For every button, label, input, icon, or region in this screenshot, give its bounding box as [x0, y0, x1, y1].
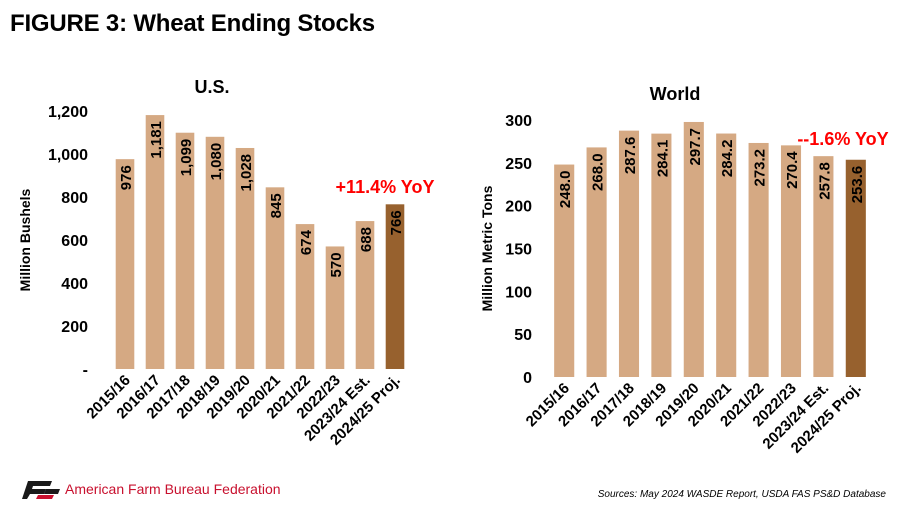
bar: [780, 145, 802, 377]
bar-value-label: 270.4: [784, 151, 801, 189]
bar: [813, 156, 834, 377]
y-axis-label: Million Bushels: [17, 188, 33, 291]
bar: [355, 221, 375, 369]
bar: [716, 133, 737, 377]
bar: [115, 159, 135, 369]
yoy-annotation: +11.4% YoY: [336, 177, 435, 197]
bar-value-label: 253.6: [849, 166, 866, 204]
bar: [748, 142, 769, 377]
bar-value-label: 248.0: [557, 171, 574, 209]
y-axis-label: Million Metric Tons: [479, 185, 495, 311]
bar: [175, 132, 195, 369]
bar-value-label: 284.2: [719, 140, 736, 178]
y-tick-label: 50: [514, 327, 532, 344]
bar-value-label: 268.0: [590, 153, 607, 191]
chart-title: U.S.: [194, 77, 229, 97]
y-tick-label: 1,200: [48, 104, 88, 121]
bar: [265, 187, 285, 369]
figure-title: FIGURE 3: Wheat Ending Stocks: [10, 10, 375, 37]
y-tick-label: 800: [61, 190, 88, 207]
bar: [385, 204, 405, 369]
bar: [683, 121, 704, 377]
bar-value-label: 284.1: [654, 140, 671, 178]
bar-value-label: 688: [358, 227, 375, 252]
bar-value-label: 287.6: [622, 137, 639, 175]
y-tick-label: 200: [61, 319, 88, 336]
bar: [325, 246, 345, 369]
y-tick-label: 400: [61, 276, 88, 293]
chart-title: World: [650, 84, 701, 104]
y-tick-label: 300: [505, 113, 532, 130]
bar: [554, 164, 575, 377]
yoy-annotation: --1.6% YoY: [797, 129, 888, 149]
y-tick-label: 250: [505, 156, 532, 173]
bar-value-label: 1,080: [208, 143, 225, 181]
y-tick-label: 600: [61, 233, 88, 250]
y-tick-label: -: [83, 362, 88, 379]
y-tick-label: 150: [505, 242, 532, 259]
bar-value-label: 976: [118, 165, 135, 190]
bar-value-label: 257.8: [816, 162, 833, 200]
bar: [205, 136, 225, 369]
bar: [295, 224, 315, 369]
bar: [145, 115, 165, 370]
bar-value-label: 1,181: [148, 121, 165, 159]
world-chart: World Million Metric Tons 0 50 100 150 200 250 3…: [479, 84, 889, 457]
bar-value-label: 1,099: [178, 139, 195, 177]
bar-value-label: 1,028: [238, 154, 255, 192]
source-note: Sources: May 2024 WASDE Report, USDA FAS…: [597, 489, 886, 500]
bar: [586, 147, 607, 377]
y-tick-label: 200: [505, 199, 532, 216]
organization-name: American Farm Bureau Federation: [65, 481, 281, 497]
bar-value-label: 766: [388, 210, 405, 235]
y-tick-label: 0: [523, 370, 532, 387]
bar-value-label: 273.2: [752, 149, 769, 187]
y-tick-label: 1,000: [48, 147, 88, 164]
bar-value-label: 674: [298, 229, 315, 255]
bar: [618, 130, 640, 377]
bar: [651, 133, 672, 377]
bar-value-label: 570: [328, 252, 345, 277]
y-tick-label: 100: [505, 284, 532, 301]
bar: [845, 159, 866, 377]
afbf-logo-icon: [22, 481, 60, 499]
bar: [235, 147, 255, 369]
bar-value-label: 845: [268, 193, 285, 218]
bar-value-label: 297.7: [687, 128, 704, 166]
us-chart: U.S. Million Bushels - 200 400 600 800 1,000 1,2…: [17, 77, 435, 449]
